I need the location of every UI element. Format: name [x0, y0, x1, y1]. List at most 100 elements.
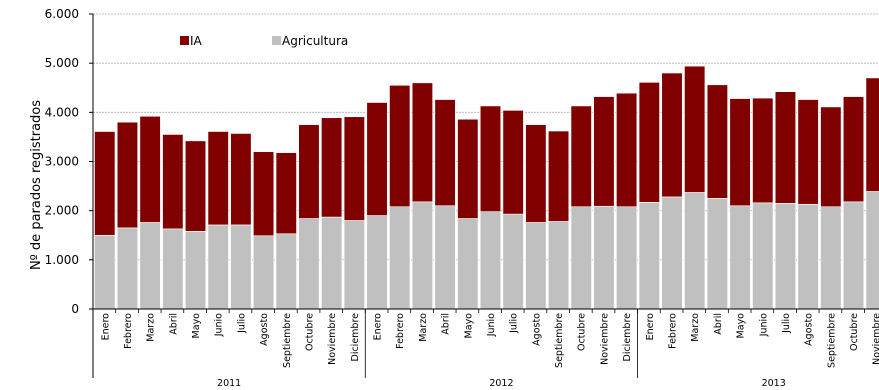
bar-agricultura — [547, 221, 570, 310]
x-tick-label: Diciembre — [622, 313, 633, 362]
bar-ia — [366, 102, 388, 216]
x-tick-label: Marzo — [690, 313, 701, 342]
bar-ia — [797, 99, 819, 205]
x-tick-label: Enero — [645, 313, 656, 341]
bar-agricultura — [411, 201, 433, 310]
bar-ia — [457, 118, 479, 219]
x-tick-label: Agosto — [531, 313, 542, 346]
x-tick-label: Mayo — [736, 313, 747, 339]
x-tick-label: Febrero — [123, 313, 134, 349]
bar-ia — [207, 131, 229, 226]
x-tick-label: Enero — [373, 313, 384, 341]
bar-agricultura — [706, 198, 728, 310]
bar-ia — [389, 84, 411, 208]
bar-ia — [616, 92, 638, 208]
bar-agricultura — [139, 222, 161, 310]
bar-ia — [434, 99, 456, 207]
y-tick-label: 1.000 — [45, 253, 79, 267]
bar-ia — [502, 110, 524, 215]
bar-agricultura — [842, 201, 865, 310]
x-tick-label: Octubre — [849, 313, 860, 351]
x-tick-label: Febrero — [668, 313, 679, 349]
bar-ia — [774, 91, 797, 204]
bar-agricultura — [116, 227, 138, 310]
bar-agricultura — [321, 216, 343, 310]
bar-agricultura — [797, 203, 819, 310]
bar-ia — [684, 65, 706, 193]
bar-ia — [865, 77, 879, 192]
bar-ia — [275, 152, 297, 235]
x-tick-label: Septiembre — [282, 313, 293, 368]
year-label: 2012 — [489, 378, 513, 389]
bar-ia — [752, 97, 774, 204]
bar-ia — [661, 72, 683, 198]
x-tick-label: Noviembre — [599, 313, 610, 365]
y-tick-label: 2.000 — [45, 204, 79, 218]
legend-swatch-ia — [180, 36, 189, 45]
bar-agricultura — [298, 218, 320, 310]
x-tick-label: Marzo — [418, 313, 429, 342]
bar-agricultura — [820, 206, 842, 310]
x-tick-label: Septiembre — [554, 313, 565, 368]
bar-ia — [230, 133, 252, 226]
bar-agricultura — [774, 202, 797, 310]
bar-agricultura — [525, 222, 547, 310]
year-label: 2011 — [217, 378, 241, 389]
x-tick-label: Julio — [509, 313, 520, 334]
bar-agricultura — [253, 235, 275, 310]
x-tick-label: Marzo — [146, 313, 157, 342]
x-tick-label: Julio — [236, 313, 247, 334]
y-tick-label: 0 — [71, 302, 79, 316]
bar-ia — [253, 151, 275, 237]
bar-ia — [706, 84, 728, 199]
x-tick-label: Julio — [781, 313, 792, 334]
y-tick-labels: 0 1.000 2.000 3.000 4.000 5.000 6.000 — [45, 7, 79, 316]
bar-agricultura — [457, 218, 479, 310]
bar-agricultura — [94, 234, 116, 310]
y-tick-label: 6.000 — [45, 7, 79, 21]
bar-ia — [94, 131, 116, 236]
bar-ia — [570, 105, 592, 208]
bar-agricultura — [162, 228, 184, 310]
bar-ia — [593, 96, 615, 207]
legend-label-agricultura: Agricultura — [282, 34, 348, 48]
x-tick-label: Abril — [441, 313, 452, 335]
bar-agricultura — [502, 213, 524, 310]
y-axis-title: Nº de parados registrados — [29, 100, 44, 270]
axes-layer — [89, 13, 879, 378]
bar-ia — [162, 134, 184, 230]
year-label: 2013 — [762, 378, 786, 389]
bar-ia — [842, 96, 865, 203]
bar-agricultura — [593, 205, 615, 310]
bar-ia — [479, 105, 502, 212]
bar-agricultura — [865, 191, 879, 310]
x-tick-label: Mayo — [191, 313, 202, 339]
bar-agricultura — [343, 220, 365, 310]
bar-agricultura — [275, 233, 297, 310]
x-tick-label: Mayo — [463, 313, 474, 339]
bar-agricultura — [207, 224, 229, 310]
bar-agricultura — [616, 206, 638, 310]
x-tick-label: Octubre — [577, 313, 588, 351]
x-tick-label: Febrero — [395, 313, 406, 349]
x-tick-label: Agosto — [259, 313, 270, 346]
bar-agricultura — [661, 196, 683, 310]
x-tick-label: Junio — [758, 313, 769, 337]
bar-ia — [525, 124, 547, 223]
bar-agricultura — [434, 205, 456, 310]
bar-ia — [298, 124, 320, 219]
x-tick-labels: Enero Febrero Marzo Abril Mayo Junio Julio Agos… — [100, 313, 879, 389]
x-tick-label: Abril — [168, 313, 179, 335]
bar-ia — [820, 106, 842, 208]
x-tick-label: Agosto — [804, 313, 815, 346]
legend: IA Agricultura — [180, 34, 348, 48]
bar-agricultura — [366, 215, 388, 310]
bar-agricultura — [389, 206, 411, 310]
bar-agricultura — [184, 231, 207, 310]
x-tick-label: Abril — [713, 313, 724, 335]
bar-ia — [547, 130, 570, 222]
y-tick-label: 3.000 — [45, 155, 79, 169]
bar-ia — [729, 98, 751, 207]
y-tick-label: 4.000 — [45, 105, 79, 119]
